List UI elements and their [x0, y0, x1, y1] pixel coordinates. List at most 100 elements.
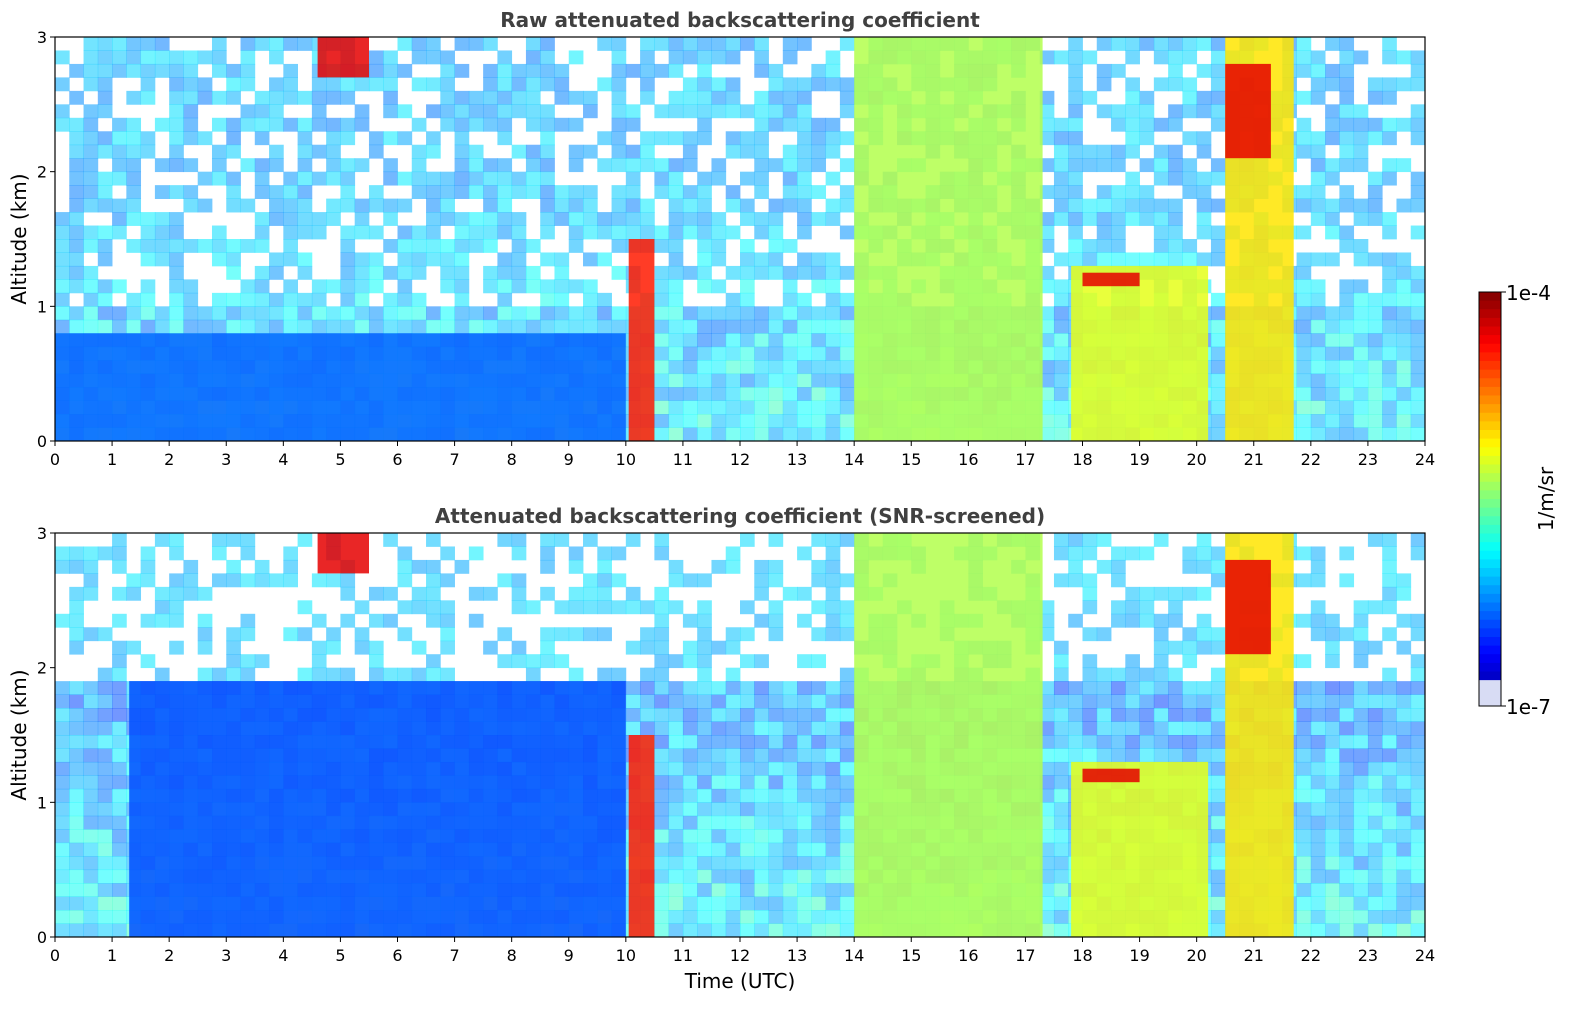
x-tick-label: 14	[844, 450, 864, 469]
x-axis-label: Time (UTC)	[684, 969, 796, 993]
y-tick-label: 1	[37, 793, 47, 812]
feature-high-clouds-7	[317, 37, 369, 78]
x-tick-label: 13	[787, 946, 807, 965]
colorbar-step	[1479, 438, 1501, 448]
x-tick-label: 2	[164, 946, 174, 965]
x-tick-label: 6	[392, 946, 402, 965]
raw-backscatter-panel: Raw attenuated backscattering coefficien…	[7, 8, 1435, 469]
colorbar-step	[1479, 292, 1501, 302]
x-tick-label: 12	[730, 450, 750, 469]
colorbar-step	[1479, 421, 1501, 431]
feature-boundary-layer-aerosol-0	[129, 681, 626, 937]
x-tick-label: 12	[730, 946, 750, 965]
x-tick-label: 13	[787, 450, 807, 469]
feature-boundary-layer-aerosol-0	[55, 333, 626, 441]
colorbar-step	[1479, 378, 1501, 388]
feature-thick-cloud-1	[628, 239, 655, 441]
feature-rising-layer-6	[1225, 559, 1271, 655]
feature-cloud-layer-3	[1071, 761, 1209, 937]
screened-y-axis-label: Altitude (km)	[7, 669, 31, 800]
x-tick-label: 11	[673, 450, 693, 469]
x-tick-label: 7	[449, 946, 459, 965]
colorbar-gradient	[1479, 292, 1501, 707]
screened-y-ticks: 0 1 2 3	[37, 524, 55, 947]
x-tick-label: 18	[1072, 946, 1092, 965]
x-tick-label: 16	[958, 450, 978, 469]
feature-cloud-layer-2	[854, 533, 1043, 937]
x-tick-label: 9	[564, 946, 574, 965]
colorbar-step	[1479, 568, 1501, 578]
x-tick-label: 1	[107, 450, 117, 469]
feature-thick-cloud-1	[628, 735, 655, 937]
colorbar-step	[1479, 533, 1501, 543]
x-tick-label: 1	[107, 946, 117, 965]
x-tick-label: 3	[221, 946, 231, 965]
x-tick-label: 5	[335, 450, 345, 469]
x-tick-label: 8	[507, 946, 517, 965]
feature-rising-layer-6	[1225, 63, 1271, 159]
colorbar-step	[1479, 412, 1501, 422]
y-tick-label: 3	[37, 28, 47, 47]
x-tick-label: 20	[1186, 450, 1206, 469]
x-tick-label: 16	[958, 946, 978, 965]
colorbar-step	[1479, 662, 1501, 673]
colorbar-step	[1479, 499, 1501, 509]
colorbar-step	[1479, 455, 1501, 466]
x-tick-label: 22	[1301, 946, 1321, 965]
colorbar-step	[1479, 386, 1501, 397]
colorbar-step	[1479, 611, 1501, 621]
colorbar-step	[1479, 671, 1501, 681]
colorbar-step	[1479, 654, 1501, 664]
colorbar-step	[1479, 680, 1501, 690]
colorbar-frame	[1478, 291, 1502, 707]
y-tick-label: 3	[37, 524, 47, 543]
colorbar-step	[1479, 481, 1501, 491]
x-tick-label: 10	[616, 946, 636, 965]
y-tick-label: 0	[37, 432, 47, 451]
colorbar: 1e-4 1e-7 1/m/sr	[1478, 281, 1558, 719]
colorbar-step	[1479, 430, 1501, 440]
colorbar-step	[1479, 490, 1501, 500]
colorbar-step	[1479, 645, 1501, 655]
raw-y-axis-label: Altitude (km)	[7, 173, 31, 304]
x-tick-label: 6	[392, 450, 402, 469]
colorbar-step	[1479, 688, 1501, 698]
colorbar-step	[1479, 602, 1501, 612]
colorbar-step	[1479, 317, 1501, 328]
colorbar-step	[1479, 447, 1501, 457]
y-tick-label: 2	[37, 163, 47, 182]
x-tick-label: 0	[50, 946, 60, 965]
x-tick-label: 7	[449, 450, 459, 469]
raw-panel-title: Raw attenuated backscattering coefficien…	[500, 8, 980, 32]
x-tick-label: 15	[901, 946, 921, 965]
colorbar-step	[1479, 585, 1501, 595]
y-tick-label: 2	[37, 659, 47, 678]
x-tick-label: 11	[673, 946, 693, 965]
screened-backscatter-panel: Attenuated backscattering coefficient (S…	[7, 504, 1435, 993]
x-tick-label: 21	[1244, 946, 1264, 965]
x-tick-label: 23	[1358, 450, 1378, 469]
x-tick-label: 19	[1129, 946, 1149, 965]
colorbar-max-label: 1e-4	[1506, 281, 1551, 305]
colorbar-step	[1479, 593, 1501, 604]
feature-elevated-layer-5	[1082, 272, 1140, 287]
colorbar-step	[1479, 473, 1501, 483]
x-tick-label: 20	[1186, 946, 1206, 965]
colorbar-step	[1479, 542, 1501, 552]
colorbar-step	[1479, 516, 1501, 526]
x-tick-label: 5	[335, 946, 345, 965]
colorbar-step	[1479, 697, 1501, 707]
colorbar-step	[1479, 559, 1501, 569]
x-tick-label: 17	[1015, 946, 1035, 965]
colorbar-step	[1479, 352, 1501, 362]
x-tick-label: 4	[278, 450, 288, 469]
feature-cloud-layer-2	[854, 37, 1043, 441]
colorbar-step	[1479, 464, 1501, 474]
feature-cloud-layer-3	[1071, 265, 1209, 441]
feature-elevated-layer-5	[1082, 768, 1140, 783]
x-tick-label: 15	[901, 450, 921, 469]
colorbar-step	[1479, 619, 1501, 629]
x-tick-label: 4	[278, 946, 288, 965]
colorbar-step	[1479, 507, 1501, 517]
x-tick-label: 10	[616, 450, 636, 469]
